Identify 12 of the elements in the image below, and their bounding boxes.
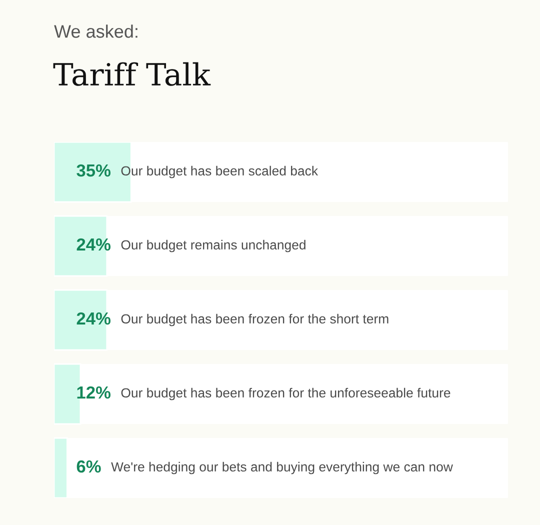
y-tick-label: We're hedging our bets and buying everything we can now (111, 462, 453, 474)
data-label: 24% (76, 312, 111, 325)
data-label: 35% (76, 164, 111, 177)
data-label: 24% (76, 238, 111, 251)
chart-title: Tariff Talk (53, 62, 211, 86)
y-tick-label: Our budget remains unchanged (121, 240, 306, 252)
y-tick-label: Our budget has been frozen for the unforeseeable future (121, 388, 450, 400)
data-label: 6% (76, 460, 101, 473)
y-tick-label: Our budget has been frozen for the short term (121, 314, 388, 326)
data-label: 12% (77, 386, 111, 399)
chart-subtitle: We asked: (54, 24, 138, 38)
y-tick-label: Our budget has been scaled back (121, 166, 318, 178)
